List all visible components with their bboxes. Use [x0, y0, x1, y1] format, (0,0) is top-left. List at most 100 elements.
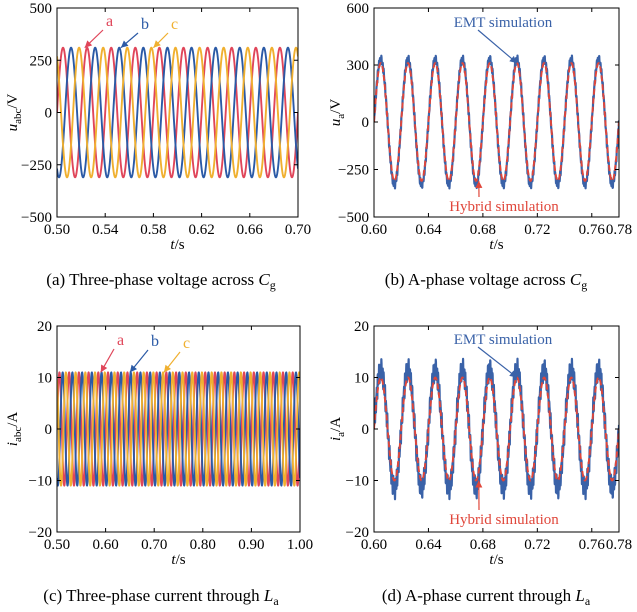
- panel-caption: (c) Three-phase current through La: [43, 586, 279, 608]
- y-tick-label: −500: [338, 210, 369, 226]
- y-axis-label-var: i: [328, 437, 344, 441]
- y-tick-label: −500: [21, 210, 52, 226]
- x-tick-label: 0.72: [524, 537, 550, 553]
- annotation-arrowhead: [129, 364, 138, 373]
- annotation-label: Hybrid simulation: [449, 199, 559, 215]
- caption-sub: a: [585, 594, 591, 608]
- x-tick-label: 1.00: [287, 537, 313, 553]
- annotation-label: a: [117, 332, 124, 349]
- x-axis-label-var: t: [170, 237, 175, 253]
- y-tick-label: 10: [37, 371, 52, 387]
- x-tick-label: 0.54: [92, 222, 119, 238]
- x-tick-label: 0.90: [238, 537, 264, 553]
- x-tick-label: 0.72: [524, 222, 550, 238]
- caption-var: C: [570, 270, 582, 289]
- y-tick-label: −250: [21, 158, 52, 174]
- panel-caption: (a) Three-phase voltage across Cg: [46, 270, 275, 292]
- annotation-label: b: [151, 333, 159, 350]
- x-tick-label: 0.60: [361, 222, 387, 238]
- x-tick-label: 0.66: [237, 222, 264, 238]
- y-axis-label-var: u: [5, 124, 21, 132]
- x-tick-label: 0.76: [579, 222, 606, 238]
- annotation-label: c: [171, 16, 178, 33]
- y-axis-label-unit: /A: [5, 412, 21, 427]
- y-axis-label-unit: /A: [328, 417, 344, 432]
- x-tick-label: 0.60: [361, 537, 387, 553]
- caption-text: (d) A-phase current through: [382, 586, 576, 605]
- y-tick-label: −250: [338, 163, 369, 179]
- x-tick-label: 0.64: [415, 537, 442, 553]
- y-axis-label-var: u: [328, 119, 344, 127]
- x-tick-label: 0.50: [44, 222, 70, 238]
- annotation-arrow: [477, 29, 518, 64]
- y-tick-label: −20: [29, 525, 52, 541]
- x-tick-label: 0.64: [415, 222, 442, 238]
- series-line-c: [57, 46, 298, 179]
- y-tick-label: 0: [45, 106, 53, 122]
- x-axis-label: t/s: [171, 552, 185, 568]
- annotation-arrowhead: [509, 55, 517, 64]
- x-axis-label-unit: /s: [494, 552, 504, 568]
- y-axis-label-var: i: [5, 442, 21, 446]
- plot-area: [374, 54, 619, 190]
- caption-sub: g: [581, 278, 587, 292]
- x-tick-label: 0.60: [92, 537, 118, 553]
- y-axis-label: iabc/A: [5, 412, 24, 447]
- x-tick-label: 0.78: [606, 537, 632, 553]
- annotation-arrowhead: [509, 370, 517, 378]
- caption-sub: a: [273, 594, 279, 608]
- series-line-hybrid-simulation: [374, 62, 619, 182]
- annotation-arrowhead: [163, 364, 172, 373]
- y-tick-label: 300: [347, 58, 370, 74]
- caption-sub: g: [270, 278, 276, 292]
- x-tick-label: 0.68: [470, 537, 496, 553]
- annotation-arrowhead: [120, 40, 129, 48]
- y-tick-label: 0: [362, 115, 370, 131]
- x-axis-label-unit: /s: [494, 237, 504, 253]
- annotation-arrowhead: [475, 180, 483, 188]
- annotation-arrowhead: [84, 40, 93, 48]
- annotation-arrow: [477, 346, 518, 378]
- y-axis-label-sub: a: [335, 432, 347, 437]
- y-axis-label-sub: abc: [12, 427, 24, 442]
- annotation-arrowhead: [153, 40, 161, 48]
- x-tick-label: 0.76: [579, 537, 606, 553]
- x-tick-label: 0.80: [190, 537, 216, 553]
- y-tick-label: 0: [362, 422, 370, 438]
- x-axis-label: t/s: [170, 237, 184, 253]
- caption-var: C: [258, 270, 270, 289]
- annotation-label: EMT simulation: [454, 332, 553, 348]
- y-tick-label: 600: [347, 1, 370, 17]
- y-tick-label: 20: [37, 319, 52, 335]
- y-tick-label: 10: [354, 371, 369, 387]
- panel-caption: (d) A-phase current through La: [382, 586, 591, 608]
- y-tick-label: 250: [30, 53, 53, 69]
- y-axis-label: ua/V: [328, 99, 347, 127]
- caption-var: L: [263, 586, 273, 605]
- x-tick-label: 0.62: [188, 222, 214, 238]
- y-tick-label: 0: [45, 422, 53, 438]
- x-tick-label: 0.68: [470, 222, 496, 238]
- annotation-label: b: [141, 16, 149, 33]
- annotation-label: c: [183, 335, 190, 352]
- panel-caption: (b) A-phase voltage across Cg: [385, 270, 587, 292]
- y-axis-label-sub: abc: [12, 109, 24, 124]
- annotation-arrowhead: [100, 364, 108, 373]
- x-axis-label-var: t: [489, 552, 494, 568]
- y-tick-label: −20: [346, 525, 369, 541]
- plot-area: [374, 357, 619, 501]
- x-tick-label: 0.78: [606, 222, 632, 238]
- x-axis-label: t/s: [489, 237, 503, 253]
- series-line-a: [57, 371, 300, 487]
- annotation-label: a: [106, 13, 113, 30]
- y-axis-label: ia/A: [328, 417, 347, 441]
- plot-area: [57, 371, 300, 487]
- series-line-b: [57, 46, 298, 179]
- y-axis-label-unit: /V: [5, 93, 21, 108]
- plot-area: [57, 46, 298, 179]
